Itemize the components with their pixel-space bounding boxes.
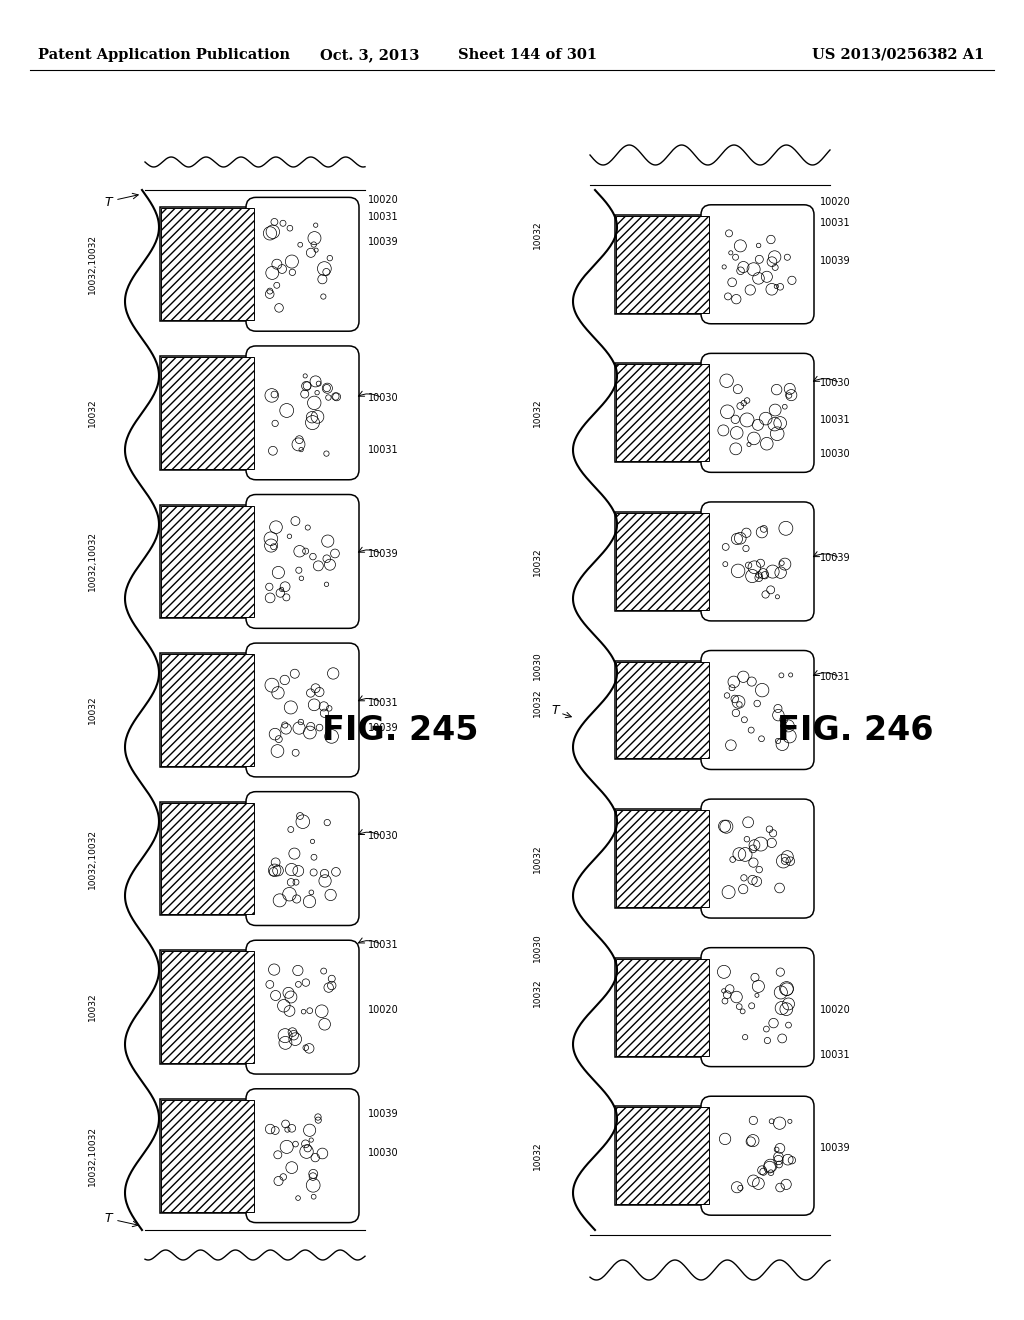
FancyBboxPatch shape — [246, 198, 359, 331]
Polygon shape — [160, 356, 255, 470]
Text: 10039: 10039 — [820, 1143, 851, 1154]
Text: 10032,10032: 10032,10032 — [87, 532, 96, 591]
Text: 10039: 10039 — [368, 549, 398, 558]
Text: 10031: 10031 — [368, 211, 398, 222]
Text: 10031: 10031 — [820, 672, 851, 682]
Polygon shape — [160, 1098, 255, 1213]
Text: 10030: 10030 — [820, 378, 851, 388]
Polygon shape — [615, 215, 710, 314]
Text: 10032: 10032 — [87, 399, 96, 428]
Text: 10039: 10039 — [820, 553, 851, 564]
FancyBboxPatch shape — [701, 502, 814, 620]
Polygon shape — [616, 958, 709, 1056]
Text: 10030: 10030 — [820, 449, 851, 459]
Polygon shape — [161, 1100, 254, 1212]
Text: 10032: 10032 — [532, 978, 542, 1007]
Text: T: T — [104, 195, 112, 209]
FancyBboxPatch shape — [246, 1089, 359, 1222]
FancyBboxPatch shape — [246, 346, 359, 479]
Polygon shape — [616, 215, 709, 313]
Polygon shape — [161, 356, 254, 469]
Text: 10032,10032: 10032,10032 — [87, 829, 96, 888]
Text: 10030: 10030 — [532, 651, 542, 680]
Text: 10031: 10031 — [820, 218, 851, 227]
Text: Sheet 144 of 301: Sheet 144 of 301 — [459, 48, 598, 62]
Text: 10030: 10030 — [368, 832, 398, 841]
Polygon shape — [616, 1107, 709, 1204]
Polygon shape — [160, 950, 255, 1064]
Polygon shape — [161, 952, 254, 1063]
Text: Oct. 3, 2013: Oct. 3, 2013 — [321, 48, 420, 62]
Text: 10032: 10032 — [87, 696, 96, 725]
Text: 10032: 10032 — [532, 1142, 542, 1170]
Polygon shape — [615, 957, 710, 1056]
Text: US 2013/0256382 A1: US 2013/0256382 A1 — [812, 48, 984, 62]
Text: 10031: 10031 — [820, 1049, 851, 1060]
Text: 10032: 10032 — [87, 993, 96, 1022]
Polygon shape — [161, 655, 254, 766]
FancyBboxPatch shape — [701, 799, 814, 917]
Text: 10020: 10020 — [368, 1005, 398, 1015]
Polygon shape — [615, 809, 710, 908]
Text: 10032: 10032 — [532, 546, 542, 576]
Text: 10020: 10020 — [820, 1005, 851, 1015]
Text: 10039: 10039 — [368, 723, 398, 733]
Text: 10032: 10032 — [532, 845, 542, 873]
Polygon shape — [160, 207, 255, 321]
Text: 10039: 10039 — [368, 238, 398, 247]
Text: FIG. 246: FIG. 246 — [777, 714, 933, 747]
Polygon shape — [615, 1106, 710, 1205]
FancyBboxPatch shape — [701, 651, 814, 770]
FancyBboxPatch shape — [701, 948, 814, 1067]
FancyBboxPatch shape — [701, 354, 814, 473]
Polygon shape — [616, 661, 709, 759]
Text: 10030: 10030 — [368, 393, 398, 403]
Polygon shape — [161, 803, 254, 915]
Polygon shape — [616, 810, 709, 907]
FancyBboxPatch shape — [246, 792, 359, 925]
Text: 10031: 10031 — [820, 416, 851, 425]
Polygon shape — [160, 801, 255, 916]
Polygon shape — [161, 209, 254, 321]
Text: Patent Application Publication: Patent Application Publication — [38, 48, 290, 62]
Text: 10032,10032: 10032,10032 — [87, 234, 96, 294]
Text: 10032: 10032 — [532, 220, 542, 249]
Text: T: T — [104, 1212, 112, 1225]
Polygon shape — [160, 653, 255, 767]
FancyBboxPatch shape — [246, 643, 359, 777]
Polygon shape — [616, 364, 709, 462]
Text: 10031: 10031 — [368, 445, 398, 455]
Polygon shape — [615, 660, 710, 759]
Text: 10020: 10020 — [368, 195, 398, 206]
Text: 10032: 10032 — [532, 399, 542, 428]
Text: 10020: 10020 — [820, 197, 851, 207]
FancyBboxPatch shape — [246, 940, 359, 1074]
Polygon shape — [616, 513, 709, 610]
Polygon shape — [160, 504, 255, 618]
Polygon shape — [615, 512, 710, 611]
Text: 10039: 10039 — [368, 1109, 398, 1119]
Text: 10032,10032: 10032,10032 — [87, 1126, 96, 1185]
Polygon shape — [161, 506, 254, 618]
Text: FIG. 245: FIG. 245 — [322, 714, 478, 747]
Text: 10032: 10032 — [532, 688, 542, 717]
FancyBboxPatch shape — [701, 1096, 814, 1216]
Text: 10030: 10030 — [368, 1148, 398, 1158]
Text: 10030: 10030 — [532, 933, 542, 962]
FancyBboxPatch shape — [246, 495, 359, 628]
Text: 10031: 10031 — [368, 940, 398, 950]
Text: 10031: 10031 — [368, 697, 398, 708]
Text: T: T — [551, 704, 559, 717]
Polygon shape — [615, 363, 710, 462]
FancyBboxPatch shape — [701, 205, 814, 323]
Text: 10039: 10039 — [820, 256, 851, 267]
